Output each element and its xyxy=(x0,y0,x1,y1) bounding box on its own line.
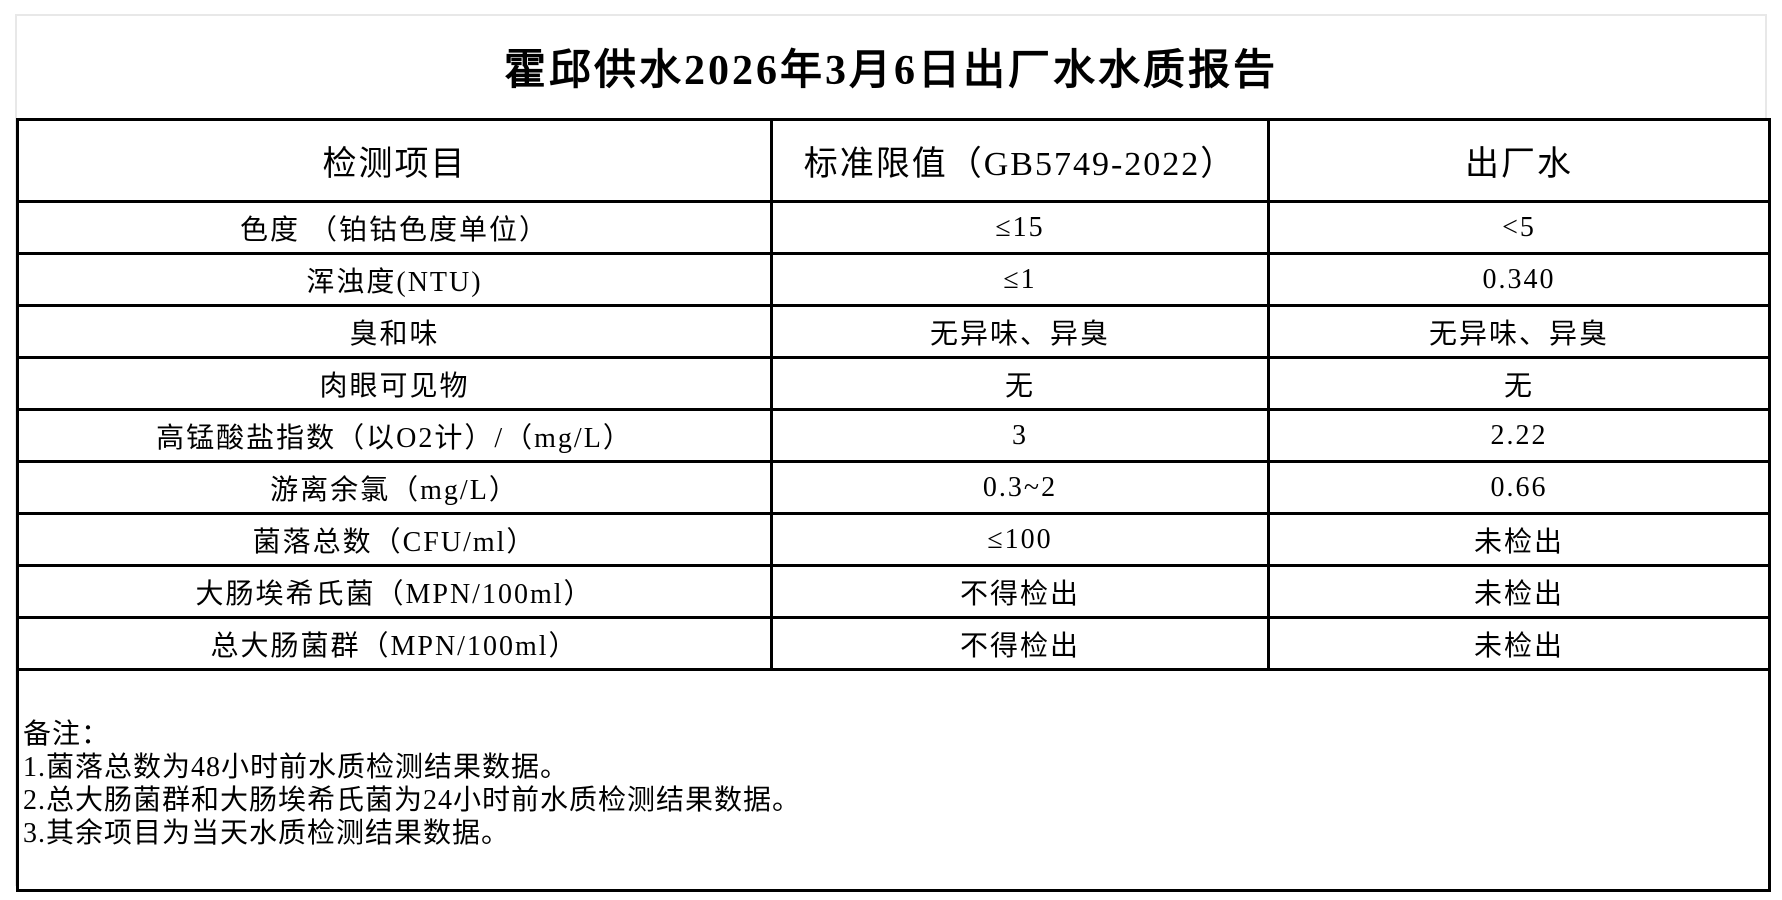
finished-water-cell: 未检出 xyxy=(1267,564,1771,619)
test-item-cell: 游离余氯（mg/L） xyxy=(16,460,773,515)
standard-limit-cell: ≤1 xyxy=(770,252,1270,307)
finished-water-cell: 无 xyxy=(1267,356,1771,411)
column-header-finished-water: 出厂水 xyxy=(1267,118,1771,203)
standard-limit-cell: ≤15 xyxy=(770,200,1270,255)
test-item-cell: 肉眼可见物 xyxy=(16,356,773,411)
table-notes-section: 备注： 1.菌落总数为48小时前水质检测结果数据。 2.总大肠菌群和大肠埃希氏菌为… xyxy=(16,668,1771,892)
table-row: 总大肠菌群（MPN/100ml） 不得检出 未检出 xyxy=(16,616,1771,671)
finished-water-cell: 未检出 xyxy=(1267,616,1771,671)
test-item-cell: 菌落总数（CFU/ml） xyxy=(16,512,773,567)
table-row: 臭和味 无异味、异臭 无异味、异臭 xyxy=(16,304,1771,359)
column-header-test-item: 检测项目 xyxy=(16,118,773,203)
table-header-row: 检测项目 标准限值（GB5749-2022） 出厂水 xyxy=(16,118,1771,203)
test-item-cell: 色度 （铂钴色度单位） xyxy=(16,200,773,255)
table-row: 肉眼可见物无无 xyxy=(16,356,1771,411)
table-body: 色度 （铂钴色度单位） ≤15 <5 浑浊度(NTU) ≤1 0.340 臭和味 无异味、异臭… xyxy=(16,200,1771,671)
note-line: 2.总大肠菌群和大肠埃希氏菌为24小时前水质检测结果数据。 xyxy=(23,785,802,816)
standard-limit-cell: 不得检出 xyxy=(770,616,1270,671)
test-item-cell: 大肠埃希氏菌（MPN/100ml） xyxy=(16,564,773,619)
note-line: 1.菌落总数为48小时前水质检测结果数据。 xyxy=(23,752,570,783)
page-title: 霍邱供水2026年3月6日出厂水水质报告 xyxy=(503,48,1278,94)
notes-row: 备注： 1.菌落总数为48小时前水质检测结果数据。 2.总大肠菌群和大肠埃希氏菌为… xyxy=(16,668,1771,892)
standard-limit-cell: 3 xyxy=(770,408,1270,463)
column-header-standard-limit: 标准限值（GB5749-2022） xyxy=(770,118,1270,203)
table-row: 菌落总数（CFU/ml） ≤100 未检出 xyxy=(16,512,1771,567)
table-row: 浑浊度(NTU) ≤1 0.340 xyxy=(16,252,1771,307)
finished-water-cell: 0.340 xyxy=(1267,252,1771,307)
notes-label: 备注： xyxy=(23,719,111,750)
table-row: 大肠埃希氏菌（MPN/100ml） 不得检出 未检出 xyxy=(16,564,1771,619)
finished-water-cell: 无异味、异臭 xyxy=(1267,304,1771,359)
table-row: 高锰酸盐指数（以O2计）/（mg/L） 3 2.22 xyxy=(16,408,1771,463)
finished-water-cell: <5 xyxy=(1267,200,1771,255)
notes-list: 1.菌落总数为48小时前水质检测结果数据。 2.总大肠菌群和大肠埃希氏菌为24小时… xyxy=(23,751,1758,850)
finished-water-cell: 未检出 xyxy=(1267,512,1771,567)
standard-limit-cell: 无异味、异臭 xyxy=(770,304,1270,359)
table-row: 游离余氯（mg/L） 0.3~2 0.66 xyxy=(16,460,1771,515)
note-line: 3.其余项目为当天水质检测结果数据。 xyxy=(23,818,511,849)
water-quality-table: 检测项目 标准限值（GB5749-2022） 出厂水 色度 （铂钴色度单位） ≤1… xyxy=(16,118,1771,892)
test-item-cell: 臭和味 xyxy=(16,304,773,359)
notes-cell: 备注： 1.菌落总数为48小时前水质检测结果数据。 2.总大肠菌群和大肠埃希氏菌为… xyxy=(16,668,1771,892)
standard-limit-cell: 无 xyxy=(770,356,1270,411)
test-item-cell: 总大肠菌群（MPN/100ml） xyxy=(16,616,773,671)
finished-water-cell: 0.66 xyxy=(1267,460,1771,515)
standard-limit-cell: 不得检出 xyxy=(770,564,1270,619)
standard-limit-cell: ≤100 xyxy=(770,512,1270,567)
table-row: 色度 （铂钴色度单位） ≤15 <5 xyxy=(16,200,1771,255)
test-item-cell: 高锰酸盐指数（以O2计）/（mg/L） xyxy=(16,408,773,463)
standard-limit-cell: 0.3~2 xyxy=(770,460,1270,515)
test-item-cell: 浑浊度(NTU) xyxy=(16,252,773,307)
finished-water-cell: 2.22 xyxy=(1267,408,1771,463)
